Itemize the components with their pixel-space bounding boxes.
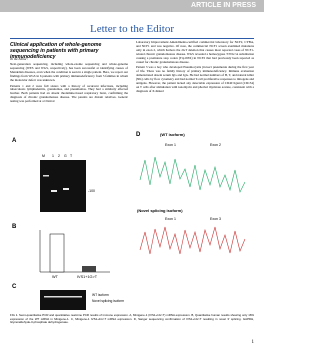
trace — [139, 156, 246, 193]
bar — [49, 233, 65, 273]
figure: A B C D M 1 2 G T -100 (WT isoform) (Novel splic… — [12, 132, 246, 310]
section-title: Letter to the Editor — [90, 23, 174, 35]
panel-label: D — [136, 132, 141, 138]
right-text: Laboratory Improvement Amendments-certif… — [136, 40, 254, 94]
band — [63, 188, 69, 190]
panel-label: A — [12, 138, 17, 144]
exon: Exon 1 — [165, 217, 176, 221]
paragraph: Patients 1 and 2 were full sisters with … — [10, 83, 128, 104]
lane: T — [70, 154, 73, 158]
banner-bar — [0, 0, 264, 12]
bp: -100 — [88, 189, 95, 193]
paragraph: Patient 3 was a boy who developed Pneumo… — [136, 65, 254, 93]
paragraph: Laboratory Improvement Amendments-certif… — [136, 40, 254, 64]
lane: M — [42, 154, 45, 158]
panel-label: B — [12, 224, 17, 230]
bar-label: IVS1+1G>T — [77, 275, 98, 279]
gel-label: Novel splicing isoform — [92, 299, 124, 303]
left-text: Next-generation sequencing, including wh… — [10, 62, 128, 104]
trace — [139, 226, 246, 255]
lane: 1 — [52, 154, 54, 158]
bar-label: WT — [52, 275, 59, 279]
gel — [40, 160, 86, 212]
gel-label: WT isoform — [92, 293, 109, 297]
lane: G — [64, 154, 67, 158]
gel — [40, 290, 86, 310]
band — [51, 190, 57, 192]
label: (Novel splicing isoform) — [137, 208, 183, 213]
band — [43, 175, 49, 177]
band — [44, 296, 82, 298]
page-number: 1 — [251, 340, 255, 345]
exon: Exon 3 — [210, 217, 221, 221]
page: ARTICLE IN PRESS Letter to the Editor Cl… — [0, 0, 264, 345]
exon: Exon 2 — [210, 143, 221, 147]
panel-label: C — [12, 284, 17, 290]
caption: FIG 1. Semi-quantitative PCR and quantit… — [10, 313, 254, 325]
article-title: Clinical application of whole-genome seq… — [10, 42, 102, 61]
lane: 2 — [58, 154, 60, 158]
exon: Exon 1 — [165, 143, 176, 147]
rule — [10, 38, 254, 39]
salutation: To the Editor: — [10, 57, 28, 61]
banner: ARTICLE IN PRESS — [191, 2, 256, 9]
bar — [82, 266, 96, 272]
paragraph: Next-generation sequencing, including wh… — [10, 62, 128, 82]
label: (WT isoform) — [160, 132, 185, 137]
